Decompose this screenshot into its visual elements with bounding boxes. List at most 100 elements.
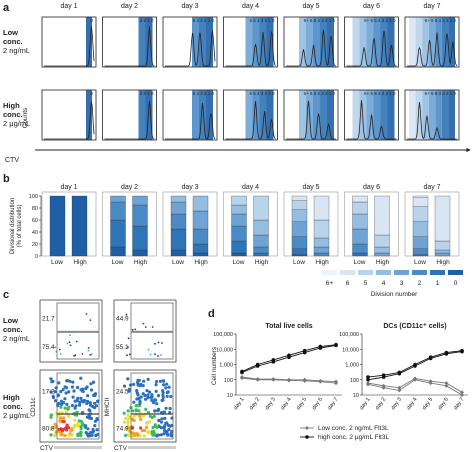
panel-c-dot xyxy=(64,410,68,414)
panel-a-histogram-frame xyxy=(223,89,278,141)
panel-c-dot xyxy=(161,379,165,383)
panel-c-dot xyxy=(63,385,67,389)
panel-c-dot xyxy=(88,409,92,413)
panel-a-histogram-frame xyxy=(283,89,339,141)
panel-b-group-low: Low xyxy=(414,259,426,266)
panel-c-dot xyxy=(158,379,162,383)
panel-a-row-label: conc. xyxy=(3,110,23,119)
panel-a-histogram-curve xyxy=(104,26,155,67)
panel-b-ytick-label: 100 xyxy=(29,194,38,200)
panel-c-gate-top xyxy=(130,372,174,414)
panel-b-group-low: Low xyxy=(233,259,245,266)
panel-b-bar-segment xyxy=(352,195,368,203)
panel-c-dot xyxy=(71,395,75,399)
panel-c-letter: c xyxy=(3,289,9,301)
panel-a-gate xyxy=(313,17,320,67)
panel-d-ytick-label: 10,000 xyxy=(216,347,233,353)
panel-d-point xyxy=(240,369,244,374)
panel-b-bar-segment xyxy=(291,254,308,257)
panel-c-dot xyxy=(132,419,136,423)
panel-a-gate-labels: 3 2 1 0 xyxy=(140,91,154,96)
panel-c-dot xyxy=(138,434,142,438)
panel-c-dot xyxy=(58,419,62,423)
panel-c-dot xyxy=(81,353,84,355)
panel-c-dot xyxy=(53,422,57,426)
panel-a-histogram-curve xyxy=(407,32,458,67)
panel-c-dot xyxy=(94,404,99,408)
panel-c-dot xyxy=(127,346,129,348)
panel-c-dot xyxy=(130,426,134,430)
panel-b-bar-segment xyxy=(49,195,66,257)
panel-c-dot xyxy=(60,402,64,406)
panel-d-point xyxy=(366,375,370,379)
panel-d-point xyxy=(255,362,260,367)
panel-c-dot xyxy=(132,400,136,404)
panel-c-dot xyxy=(89,382,93,386)
panel-c-dot xyxy=(124,433,128,437)
panel-a-gate xyxy=(138,90,146,140)
panel-c-ylabel-cd11c: CD11c xyxy=(30,397,37,417)
panel-c-dot xyxy=(145,389,149,393)
panel-b-legend-label: 6 xyxy=(346,280,350,287)
panel-b-day-label: day 7 xyxy=(423,184,440,191)
panel-c-dot xyxy=(169,394,173,399)
panel-c-dot xyxy=(62,400,66,405)
panel-c-dot xyxy=(125,313,128,316)
panel-d-point xyxy=(287,378,291,383)
panel-c-dot xyxy=(167,385,171,389)
panel-b-ytick-label: 0 xyxy=(35,254,38,260)
panel-b-legend-label: 6+ xyxy=(326,280,334,287)
panel-b-bar-segment xyxy=(192,210,209,230)
panel-c-dot xyxy=(83,425,87,429)
panel-a-gate xyxy=(359,17,367,67)
panel-a-gate-labels: 6 5 4 3 2 1 0 xyxy=(249,18,275,23)
panel-c-dot xyxy=(157,418,161,423)
panel-a-gate-labels: 0 xyxy=(90,91,93,96)
panel-c-dot xyxy=(136,432,140,436)
panel-d-point xyxy=(460,390,464,395)
panel-c-dot xyxy=(132,433,136,437)
panel-c-dot xyxy=(150,398,154,402)
panel-a-gate xyxy=(387,90,395,140)
panel-a-histogram-curve xyxy=(225,101,276,140)
panel-c-dot xyxy=(76,385,80,390)
panel-a-histogram-curve xyxy=(286,100,336,140)
panel-d-point xyxy=(318,344,323,349)
panel-c-dot xyxy=(73,406,77,410)
panel-a-histogram-curve xyxy=(165,30,216,67)
panel-c-dot xyxy=(149,353,152,356)
panel-c-dot xyxy=(161,389,165,393)
panel-d-xtick-label: day 7 xyxy=(453,397,466,411)
panel-a-gate xyxy=(422,90,429,140)
panel-c-dot xyxy=(160,417,164,421)
panel-d-point xyxy=(460,393,464,397)
panel-b-day-label: day 2 xyxy=(121,184,138,191)
panel-a-gate xyxy=(145,90,153,140)
panel-c-dot xyxy=(135,397,139,401)
panel-b-bar-segment xyxy=(412,206,429,222)
panel-c-dot xyxy=(67,390,71,394)
panel-b-legend-title: Division number xyxy=(371,291,418,298)
panel-a-histogram-curve xyxy=(346,31,397,67)
panel-a-gate xyxy=(299,90,306,140)
panel-c-dot xyxy=(69,334,72,336)
panel-b-group-low: Low xyxy=(293,259,305,266)
panel-d-point xyxy=(428,356,433,361)
panel-c-dot xyxy=(91,429,95,433)
panel-d-point xyxy=(271,377,276,382)
panel-d-letter: d xyxy=(208,308,215,320)
panel-b-bar-segment xyxy=(374,246,390,254)
panel-c-dot xyxy=(91,380,96,384)
panel-c-dot xyxy=(169,434,173,438)
panel-c-dot xyxy=(85,313,88,315)
panel-c-dot xyxy=(85,401,89,406)
panel-b-bar-segment xyxy=(313,252,330,257)
panel-b-bar-segment xyxy=(291,221,308,237)
panel-c-dot xyxy=(63,426,68,430)
panel-a-gate xyxy=(327,17,334,67)
panel-b-bar-segment xyxy=(231,252,247,257)
panel-c-gate-top-value: 21.7 xyxy=(42,316,55,323)
panel-c-dot xyxy=(153,409,157,413)
panel-c-dot xyxy=(73,354,75,357)
panel-a-gate-labels: 6+ 6 5 4 3 2 1 0 xyxy=(364,18,396,23)
